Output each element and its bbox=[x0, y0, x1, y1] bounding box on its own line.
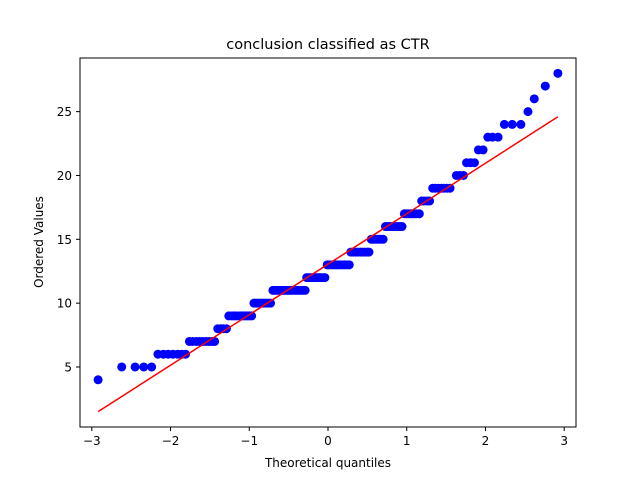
data-point bbox=[93, 375, 103, 385]
y-tick-label: 15 bbox=[57, 233, 72, 247]
x-axis-label: Theoretical quantiles bbox=[264, 456, 391, 470]
data-point bbox=[425, 196, 435, 206]
data-points bbox=[93, 68, 563, 385]
y-tick-label: 5 bbox=[64, 360, 72, 374]
x-tick-label: 3 bbox=[560, 434, 568, 448]
x-axis-ticks: −3 −2 −1 0 1 2 3 bbox=[83, 427, 568, 448]
y-axis-label: Ordered Values bbox=[32, 196, 46, 288]
data-point bbox=[493, 132, 503, 142]
data-point bbox=[469, 158, 479, 168]
data-point bbox=[458, 170, 468, 180]
y-axis-ticks: 5 10 15 20 25 bbox=[57, 105, 80, 374]
fit-line bbox=[97, 116, 559, 413]
data-point bbox=[147, 362, 157, 372]
data-point bbox=[445, 183, 455, 193]
data-point bbox=[523, 107, 533, 117]
data-point bbox=[320, 273, 330, 283]
data-point bbox=[117, 362, 127, 372]
x-tick-label: −2 bbox=[162, 434, 180, 448]
data-point bbox=[266, 298, 276, 308]
data-point bbox=[397, 222, 407, 232]
y-tick-label: 25 bbox=[57, 105, 72, 119]
x-tick-label: 2 bbox=[482, 434, 490, 448]
data-point bbox=[499, 119, 509, 129]
data-point bbox=[540, 81, 550, 91]
data-point bbox=[130, 362, 140, 372]
chart-title: conclusion classified as CTR bbox=[226, 37, 429, 53]
y-tick-label: 10 bbox=[57, 297, 72, 311]
data-point bbox=[414, 209, 424, 219]
fit-line-layer bbox=[97, 116, 559, 413]
data-point bbox=[516, 119, 526, 129]
data-point bbox=[247, 311, 257, 321]
data-point bbox=[378, 234, 388, 244]
data-point bbox=[478, 145, 488, 155]
data-point bbox=[344, 260, 354, 270]
data-point bbox=[507, 119, 517, 129]
data-point bbox=[139, 362, 149, 372]
data-point bbox=[364, 247, 374, 257]
x-tick-label: −3 bbox=[83, 434, 101, 448]
data-point bbox=[529, 94, 539, 104]
x-tick-label: −1 bbox=[240, 434, 258, 448]
data-point bbox=[300, 285, 310, 295]
data-point bbox=[553, 68, 563, 78]
x-tick-label: 0 bbox=[324, 434, 332, 448]
y-tick-label: 20 bbox=[57, 169, 72, 183]
x-tick-label: 1 bbox=[403, 434, 411, 448]
